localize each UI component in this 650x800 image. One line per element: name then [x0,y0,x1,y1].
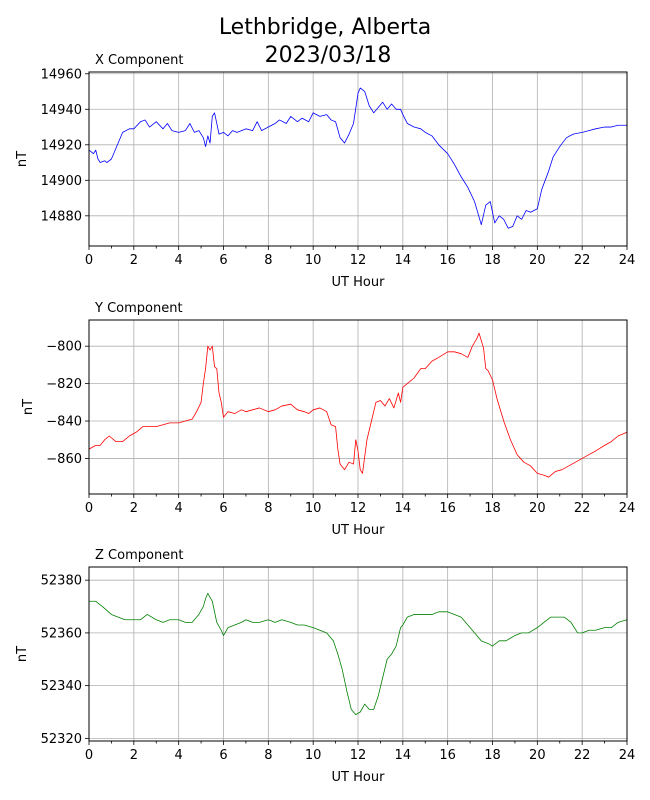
z-component-xtick-label: 12 [350,748,367,763]
x-component-xtick-label: 16 [439,253,456,268]
x-component-title: X Component [95,53,184,68]
x-component-xtick-label: 4 [175,253,183,268]
y-component-xtick-label: 12 [350,501,367,516]
x-component-ytick-label: 14940 [41,103,82,118]
x-component-xtick-label: 24 [619,253,636,268]
x-component-xtick-label: 20 [529,253,546,268]
x-component-xtick-label: 12 [350,253,367,268]
x-component-xtick-label: 0 [85,253,93,268]
x-component-xtick-label: 6 [219,253,227,268]
y-component-xtick-label: 10 [305,501,322,516]
z-component-xtick-label: 22 [574,748,591,763]
y-component-ytick-label: −820 [46,377,82,392]
y-component-ytick-label: −800 [46,340,82,355]
x-component-xtick-label: 2 [130,253,138,268]
figure-title-line1: Lethbridge, Alberta [219,15,431,40]
x-component-ytick-label: 14900 [41,174,82,189]
x-component-ytick-label: 14920 [41,138,82,153]
z-component-ytick-label: 52360 [41,626,82,641]
z-component-xtick-label: 6 [219,748,227,763]
x-component-ytick-label: 14960 [41,67,82,82]
y-component-xtick-label: 16 [439,501,456,516]
z-component-ytick-label: 52340 [41,679,82,694]
z-component-xtick-label: 20 [529,748,546,763]
z-component-xtick-label: 18 [484,748,501,763]
z-component-xtick-label: 0 [85,748,93,763]
x-component-ytick-label: 14880 [41,209,82,224]
y-component-yaxis-label: nT [21,399,36,415]
y-component-series-line [88,332,628,478]
x-component-xtick-label: 10 [305,253,322,268]
x-component-xtick-label: 22 [574,253,591,268]
z-component-xtick-label: 16 [439,748,456,763]
y-component-xtick-label: 4 [175,501,183,516]
y-component-xtick-label: 14 [395,501,412,516]
x-component-xtick-label: 8 [264,253,272,268]
z-component-xtick-label: 10 [305,748,322,763]
z-component-xtick-label: 24 [619,748,636,763]
y-component-xtick-label: 0 [85,501,93,516]
y-component-ytick-label: −840 [46,415,82,430]
z-component-series-line [89,592,628,716]
z-component-xtick-label: 14 [395,748,412,763]
x-component-xtick-label: 18 [484,253,501,268]
z-component-ytick-label: 52320 [41,732,82,747]
z-component-xtick-label: 8 [264,748,272,763]
z-component-xtick-label: 2 [130,748,138,763]
y-component-xtick-label: 18 [484,501,501,516]
y-component-xtick-label: 24 [619,501,636,516]
y-component-xtick-label: 20 [529,501,546,516]
y-component-xtick-label: 8 [264,501,272,516]
y-component-title: Y Component [94,301,183,316]
y-component-xaxis-label: UT Hour [332,523,386,538]
z-component-ytick-label: 52380 [41,574,82,589]
z-component-xaxis-label: UT Hour [332,770,386,785]
x-component-series-line [88,87,627,229]
x-component-xaxis-label: UT Hour [332,275,386,290]
figure-title-line2: 2023/03/18 [265,43,392,68]
y-component-xtick-label: 22 [574,501,591,516]
y-component-xtick-label: 2 [130,501,138,516]
z-component-xtick-label: 4 [175,748,183,763]
x-component-xtick-label: 14 [395,253,412,268]
z-component-yaxis-label: nT [15,646,30,662]
z-component-title: Z Component [95,548,184,563]
y-component-xtick-label: 6 [219,501,227,516]
y-component-ytick-label: −860 [46,452,82,467]
x-component-yaxis-label: nT [15,151,30,167]
